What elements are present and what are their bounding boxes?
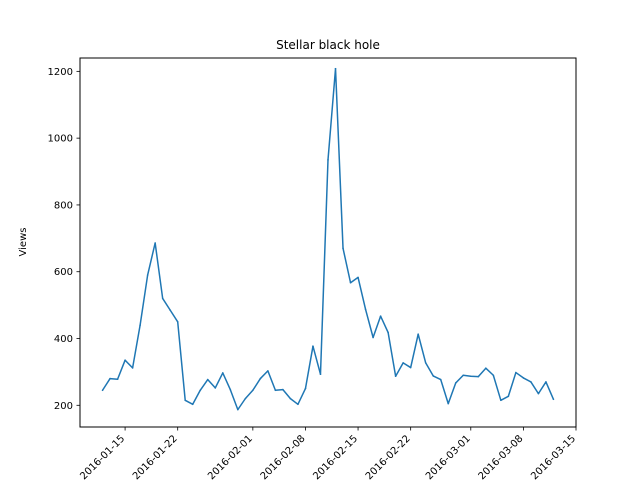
data-point [357,276,359,279]
data-point [176,321,179,323]
data-point [500,399,502,402]
data-point [515,371,517,374]
data-point [221,372,224,374]
data-point [312,345,314,347]
y-tick-label: 800 [54,200,73,211]
data-point [116,378,119,381]
data-point [274,389,277,392]
data-point [364,308,367,311]
data-point [454,382,457,384]
data-point [191,403,194,406]
data-point [372,336,374,339]
x-tick-label: 2016-02-08 [259,433,308,480]
data-point [447,402,450,405]
y-axis-label: Views [18,228,29,257]
y-tick-label: 1200 [48,67,73,78]
y-tick-label: 600 [54,267,73,278]
data-point [282,388,284,391]
data-point [379,315,382,317]
x-tick-label: 2016-02-22 [364,433,413,480]
plot-frame [79,57,577,428]
data-point [139,324,141,326]
data-point [229,388,232,391]
data-point [334,67,337,70]
x-tick-label: 2016-03-08 [477,433,526,480]
data-point [244,397,247,400]
data-point [131,367,134,369]
data-point [154,242,156,244]
data-point [289,397,292,400]
data-point [342,247,344,250]
data-point [319,373,322,376]
data-point [409,366,412,369]
data-point [124,359,126,362]
data-point [469,375,472,378]
plot-lines [101,67,555,411]
data-point [545,381,547,383]
data-point [349,281,352,284]
data-point [417,333,419,335]
data-point [477,375,480,378]
y-tick-label: 200 [54,401,73,412]
data-point [432,375,435,377]
data-point [485,367,487,370]
data-point [304,387,307,390]
x-tick-label: 2016-02-01 [206,433,255,480]
data-point [237,408,239,411]
data-point [252,389,254,392]
data-point [109,377,111,380]
data-point [507,395,510,398]
data-point [267,370,269,372]
data-point [146,274,149,276]
data-point [327,159,329,161]
data-point [402,362,404,364]
data-point [522,377,525,379]
data-point [439,378,442,381]
data-point [462,374,465,377]
data-point [394,375,397,378]
x-tick-label: 2016-03-15 [529,433,578,480]
data-point [101,389,104,392]
data-point [297,403,299,406]
data-point [169,309,171,311]
data-point [552,398,555,401]
series-line [101,67,555,411]
y-axis: 200 400 600 800 1000 1200 [48,67,80,412]
y-tick-label: 400 [54,334,73,345]
data-point [214,387,217,389]
chart-title: Stellar black hole [276,38,380,52]
data-point [259,377,262,380]
x-tick-label: 2016-03-01 [424,433,473,480]
data-point [161,297,164,300]
data-point [199,389,202,392]
data-point [537,392,540,395]
data-point [184,399,187,402]
x-tick-label: 2016-02-15 [311,433,360,480]
data-point [424,362,427,364]
data-point [387,331,389,334]
x-axis: 2016-01-15 2016-01-22 2016-02-01 2016-02-08… [78,427,578,480]
data-point [206,378,209,381]
data-point [492,374,495,377]
y-tick-label: 1000 [48,134,73,145]
data-point [530,381,532,383]
x-tick-label: 2016-01-15 [78,433,127,480]
x-tick-label: 2016-01-22 [131,433,180,480]
